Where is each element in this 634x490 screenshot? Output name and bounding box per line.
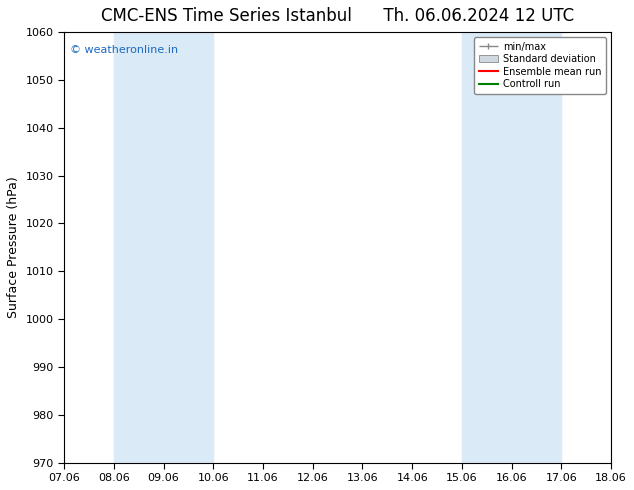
Title: CMC-ENS Time Series Istanbul      Th. 06.06.2024 12 UTC: CMC-ENS Time Series Istanbul Th. 06.06.2… — [101, 7, 574, 25]
Legend: min/max, Standard deviation, Ensemble mean run, Controll run: min/max, Standard deviation, Ensemble me… — [474, 37, 606, 94]
Bar — [462, 32, 562, 463]
Y-axis label: Surface Pressure (hPa): Surface Pressure (hPa) — [7, 176, 20, 318]
Text: © weatheronline.in: © weatheronline.in — [70, 45, 178, 55]
Bar — [611, 32, 634, 463]
Bar — [113, 32, 213, 463]
